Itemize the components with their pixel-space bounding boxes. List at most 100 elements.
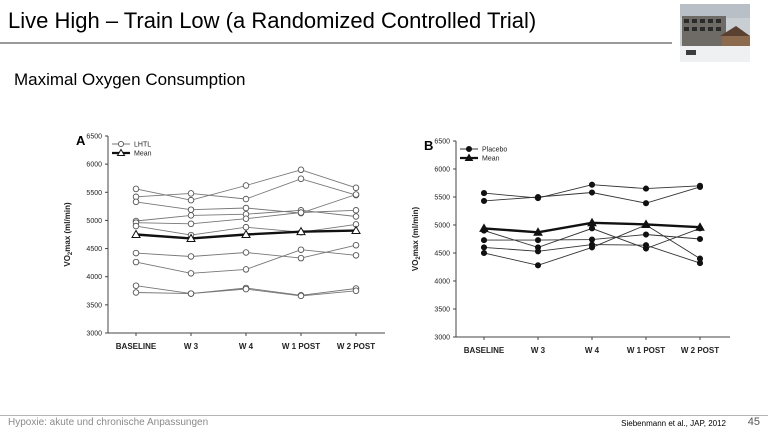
- chart-panel-a: A 3000 3500 4000 4500 5000 5500 6000 6500 BASELIN…: [63, 133, 385, 351]
- y-tick-label: 6500: [86, 134, 102, 141]
- individual-point: [696, 183, 704, 190]
- individual-point: [480, 197, 488, 204]
- individual-point: [352, 287, 360, 295]
- y-tick-label: 6000: [434, 167, 450, 174]
- panel-label: B: [424, 138, 433, 153]
- individual-point: [187, 220, 195, 228]
- individual-point: [642, 185, 650, 192]
- individual-point: [642, 200, 650, 207]
- legend-marker-individual: [117, 140, 125, 148]
- individual-point: [480, 190, 488, 197]
- x-tick-label: W 4: [585, 346, 600, 355]
- individual-point: [132, 282, 140, 289]
- legend-marker-mean: [116, 148, 126, 156]
- chart-panel-b: B 3000 3500 4000 4500 5000 5500 6000 6500 BASELIN…: [411, 138, 730, 355]
- x-tick-label: W 2 POST: [337, 342, 375, 351]
- y-tick-label: 4500: [86, 246, 102, 253]
- y-tick-label: 3000: [86, 331, 102, 338]
- individual-point: [588, 225, 596, 232]
- individual-point: [297, 246, 305, 253]
- individual-point: [696, 255, 704, 262]
- individual-point: [588, 236, 596, 243]
- mean-point: [186, 233, 196, 242]
- individual-point: [242, 204, 250, 212]
- y-tick-label: 4000: [434, 279, 450, 286]
- individual-point: [297, 166, 305, 174]
- mean-point: [533, 227, 543, 236]
- y-tick-label: 5000: [86, 218, 102, 225]
- individual-point: [642, 231, 650, 238]
- legend-label-individual: LHTL: [134, 142, 151, 149]
- title-divider: [0, 42, 672, 44]
- x-tick-label: W 3: [531, 346, 546, 355]
- individual-point: [480, 249, 488, 257]
- individual-point: [297, 175, 305, 183]
- individual-point: [352, 241, 360, 249]
- x-tick-label: BASELINE: [116, 342, 157, 351]
- y-axis-label: VO2max (ml/min): [63, 202, 74, 267]
- individual-point: [297, 254, 305, 262]
- mean-point: [241, 229, 251, 238]
- y-tick-label: 4500: [434, 251, 450, 258]
- y-tick-label: 3500: [434, 307, 450, 314]
- x-tick-label: W 2 POST: [681, 346, 719, 355]
- y-tick-label: 5500: [86, 190, 102, 197]
- individual-point: [352, 191, 360, 198]
- individual-point: [242, 182, 250, 189]
- building-photo-art: [680, 4, 750, 62]
- x-tick-label: W 1 POST: [627, 346, 665, 355]
- individual-point: [242, 223, 250, 231]
- legend-label-mean: Mean: [482, 156, 500, 163]
- building-photo: [680, 4, 750, 62]
- footer-divider: [0, 415, 768, 416]
- individual-point: [534, 262, 542, 269]
- individual-point: [642, 242, 650, 249]
- individual-point: [480, 237, 488, 244]
- individual-point: [132, 198, 140, 206]
- legend-label-individual: Placebo: [482, 147, 507, 154]
- individual-point: [242, 285, 250, 293]
- legend-label-mean: Mean: [134, 151, 152, 158]
- y-axis-label: VO2max (ml/min): [411, 207, 422, 272]
- x-tick-label: BASELINE: [464, 346, 505, 355]
- individual-point: [534, 193, 542, 201]
- mean-point: [296, 226, 306, 236]
- y-tick-label: 6500: [434, 139, 450, 146]
- individual-point: [588, 181, 596, 188]
- footer-text: Hypoxie: akute und chronische Anpassunge…: [8, 417, 209, 428]
- legend-marker-mean: [464, 153, 474, 161]
- y-tick-label: 3000: [434, 335, 450, 342]
- y-tick-label: 3500: [86, 302, 102, 309]
- individual-point: [132, 222, 140, 230]
- individual-point: [187, 190, 195, 197]
- individual-point: [187, 212, 195, 219]
- individual-point: [534, 237, 542, 244]
- slide-title: Live High – Train Low (a Randomized Cont…: [8, 8, 537, 33]
- individual-point: [132, 249, 140, 257]
- panel-label: A: [76, 133, 86, 148]
- mean-point: [351, 225, 361, 235]
- individual-point: [187, 290, 195, 297]
- legend-marker-individual: [465, 145, 473, 153]
- mean-point: [131, 229, 141, 238]
- y-tick-label: 4000: [86, 274, 102, 281]
- mean-point: [587, 217, 597, 227]
- individual-point: [588, 244, 596, 251]
- individual-point: [352, 207, 360, 214]
- individual-point: [242, 195, 250, 203]
- individual-point: [132, 258, 140, 266]
- individual-point: [352, 184, 360, 192]
- mean-point: [695, 222, 705, 231]
- individual-point: [534, 248, 542, 255]
- x-tick-label: W 1 POST: [282, 342, 320, 351]
- individual-point: [297, 292, 305, 300]
- individual-point: [187, 253, 195, 260]
- slide-subtitle: Maximal Oxygen Consumption: [14, 70, 246, 89]
- individual-point: [187, 270, 195, 277]
- individual-point: [132, 185, 140, 193]
- y-tick-label: 5000: [434, 223, 450, 230]
- individual-point: [352, 213, 360, 220]
- x-tick-label: W 3: [184, 342, 199, 351]
- individual-point: [242, 215, 250, 222]
- individual-point: [588, 189, 596, 196]
